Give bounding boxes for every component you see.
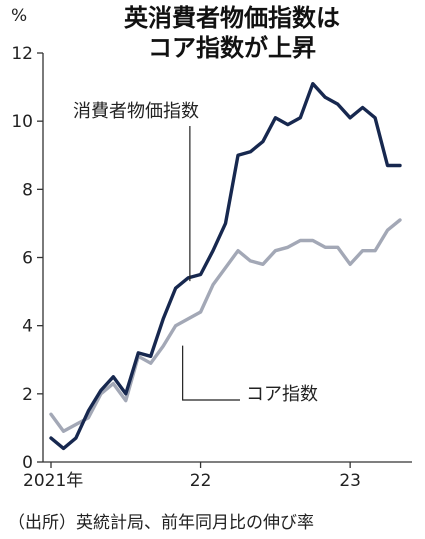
- y-tick-label: 4: [22, 317, 33, 337]
- x-tick-label: 23: [339, 471, 361, 491]
- legend-label-core: コア指数: [246, 384, 318, 405]
- y-tick-label: 6: [22, 249, 33, 269]
- y-tick-label: 0: [22, 453, 33, 473]
- legend-label-headline: 消費者物価指数: [73, 101, 199, 122]
- x-tick-label: 22: [190, 471, 212, 491]
- annotations: 消費者物価指数 コア指数: [73, 101, 318, 405]
- chart-title-line-2: コア指数が上昇: [148, 34, 316, 62]
- series-layer: [49, 81, 402, 451]
- x-tick-label: 2021年: [23, 471, 83, 491]
- source-note: （出所）英統計局、前年同月比の伸び率: [8, 513, 314, 533]
- y-tick-label: 2: [22, 385, 33, 405]
- y-tick-label: 10: [11, 112, 33, 132]
- y-axis-unit: %: [11, 6, 28, 26]
- core-leader-line: [182, 345, 240, 401]
- chart-title-line-1: 英消費者物価指数は: [124, 4, 340, 32]
- y-tick-label: 12: [11, 44, 33, 64]
- core-cpi-line: [49, 218, 402, 433]
- axes: 0 2 4 6 8 10 12 2021年 22 23: [11, 44, 412, 491]
- y-tick-label: 8: [22, 180, 33, 200]
- headline-cpi-line: [49, 81, 402, 451]
